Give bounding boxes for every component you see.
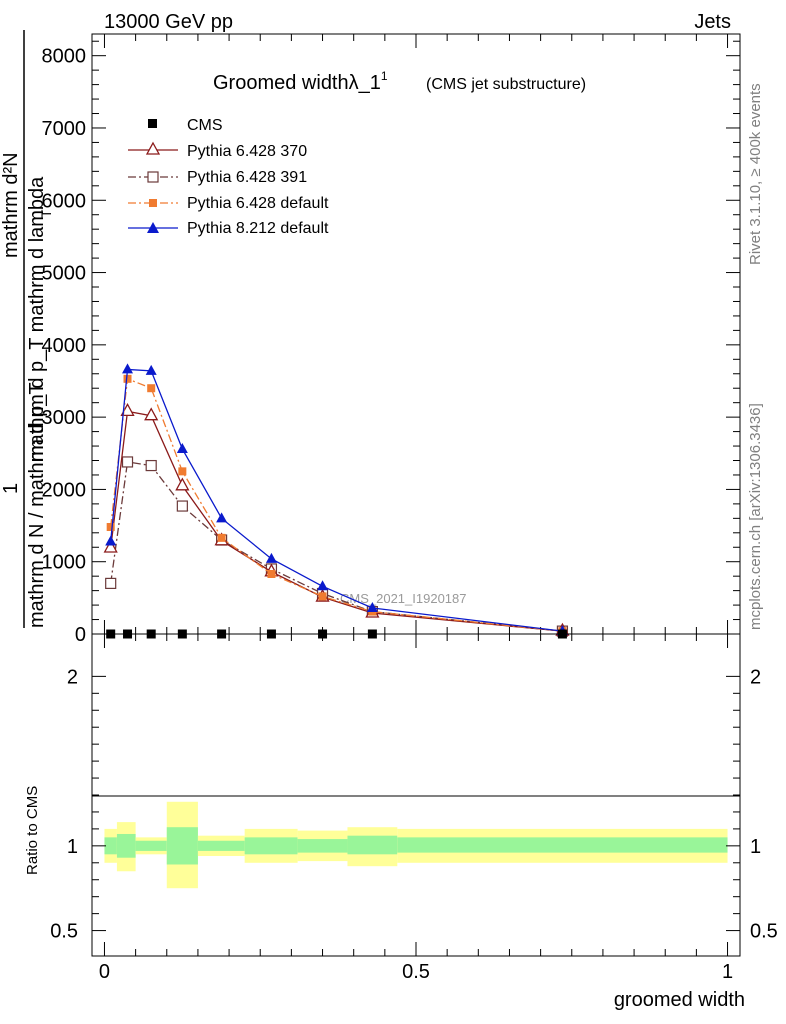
data-point-p391	[145, 459, 157, 472]
ratio-band-inner	[297, 839, 348, 853]
ratio-y-tick-label-right: 1	[750, 836, 761, 858]
ratio-y-tick-label-right: 0.5	[750, 921, 778, 943]
data-point-p370	[103, 539, 118, 553]
ratio-band-inner	[197, 840, 245, 851]
ratio-y-ticks: 0.5 0.5 1 1 2 2	[50, 666, 778, 942]
data-point-p8def	[366, 601, 378, 612]
legend-marker-p6def	[149, 199, 157, 207]
chart-title-sup: 1	[381, 69, 388, 83]
data-point-p6def	[147, 384, 156, 393]
legend-label-p6def: Pythia 6.428 default	[187, 195, 329, 212]
y-tick-label: 8000	[42, 46, 87, 68]
y-tick-label: 3000	[42, 407, 87, 429]
main-y-label: mathrm d²N mathrm d p_T mathrm d lambda …	[0, 30, 54, 628]
data-point-p8def	[122, 363, 134, 374]
legend-marker-p370	[145, 141, 161, 155]
ratio-y-tick-label: 0.5	[50, 921, 78, 943]
data-point-p391	[176, 500, 188, 512]
data-point-p8def	[317, 580, 329, 591]
ratio-band-inner	[104, 837, 117, 855]
data-point-p6def	[178, 467, 187, 476]
ratio-band-inner	[135, 840, 167, 851]
y-label-bottom: mathrm d N / mathrm d p_T	[26, 382, 48, 628]
main-series	[103, 363, 570, 639]
series-line-p391	[110, 461, 563, 632]
y-tick-label: 7000	[42, 118, 87, 140]
legend-entry-p391: Pythia 6.428 391	[128, 169, 307, 186]
x-tick-label: 0.5	[402, 961, 430, 983]
y-tick-label: 5000	[42, 263, 87, 285]
y-tick-label: 0	[75, 624, 86, 646]
data-point-p6def	[123, 374, 132, 383]
data-point-p8def	[176, 442, 188, 453]
data-point-p391	[105, 577, 117, 589]
data-point-p8def	[265, 552, 277, 563]
y-tick-label: 2000	[42, 479, 87, 501]
x-tick-label: 1	[722, 961, 733, 983]
watermark: CMS_2021_I1920187	[340, 591, 467, 606]
series-line-p370	[110, 410, 563, 632]
y-label-sub-t: T	[38, 209, 54, 218]
data-point-p370	[175, 477, 190, 491]
data-point-p6def	[267, 570, 276, 578]
ratio-band-inner	[244, 837, 298, 855]
data-point-p6def	[106, 523, 115, 532]
y-label-top-numerator: mathrm d²N	[0, 152, 22, 258]
legend-label-p391: Pythia 6.428 391	[187, 169, 307, 186]
chart-subtitle: (CMS jet substructure)	[426, 76, 586, 93]
chart-title: Groomed widthλ_11	[213, 69, 388, 94]
legend-label-p370: Pythia 6.428 370	[187, 143, 307, 160]
ratio-y-tick-label: 1	[67, 836, 78, 858]
legend-entry-p370: Pythia 6.428 370	[128, 141, 307, 160]
chart-title-main: Groomed widthλ_1	[213, 72, 381, 94]
legend-marker-p8def	[147, 222, 159, 233]
data-point-p370	[144, 407, 159, 421]
mcplots-label: mcplots.cern.ch [arXiv:1306.3436]	[747, 403, 764, 630]
legend: CMS Pythia 6.428 370 Pythia 6.428 391 Py…	[128, 117, 329, 237]
legend-marker-p391	[147, 171, 159, 183]
data-point-p8def	[105, 535, 117, 546]
ratio-y-tick-label: 2	[67, 666, 78, 688]
x-axis-label: groomed width	[614, 989, 745, 1011]
ratio-band-inner	[347, 835, 398, 855]
ratio-bands	[104, 801, 728, 889]
data-point-p8def	[216, 512, 228, 523]
ratio-frame	[91, 633, 741, 957]
data-point-p6def	[318, 592, 327, 601]
y-tick-label: 6000	[42, 190, 87, 212]
series-line-p8def	[110, 368, 563, 632]
ratio-band-inner	[166, 827, 198, 865]
ratio-band-inner	[397, 837, 728, 853]
y-label-top-denominator: mathrm d p_T mathrm d lambda	[26, 176, 48, 462]
header-left: 13000 GeV pp	[104, 11, 233, 33]
y-tick-label: 1000	[42, 552, 87, 574]
y-tick-label: 4000	[42, 335, 87, 357]
legend-label-cms: CMS	[187, 117, 223, 134]
legend-label-p8def: Pythia 8.212 default	[187, 220, 329, 237]
data-point-p8def	[145, 364, 157, 375]
ratio-y-label: Ratio to CMS	[24, 786, 41, 875]
data-point-p391	[121, 456, 134, 468]
ratio-y-tick-label-right: 2	[750, 666, 761, 688]
ratio-panel: 0.5 0.51 12 2 0 0.5 1 Ratio to CMS groomed wi…	[24, 633, 778, 1011]
x-tick-label: 0	[99, 961, 110, 983]
data-point-p6def	[217, 533, 226, 542]
header-right: Jets	[694, 11, 731, 33]
main-y-ticks: 0 1000 2000 3000 4000 5000 6000 7000 8000	[42, 34, 740, 646]
ratio-x-ticks: 0 0.5 1	[99, 634, 733, 983]
legend-entry-p8def: Pythia 8.212 default	[128, 220, 329, 237]
legend-entry-cms: CMS	[148, 117, 223, 134]
rivet-label: Rivet 3.1.10, ≥ 400k events	[747, 83, 764, 265]
y-label-prefix: 1	[0, 483, 22, 494]
legend-marker-cms	[148, 119, 157, 128]
main-panel: CMS_2021_I1920187 0 1000 2000 3000 4000 5000 6…	[0, 30, 741, 646]
legend-entry-p6def: Pythia 6.428 default	[128, 195, 329, 212]
ratio-band-inner	[116, 833, 136, 858]
